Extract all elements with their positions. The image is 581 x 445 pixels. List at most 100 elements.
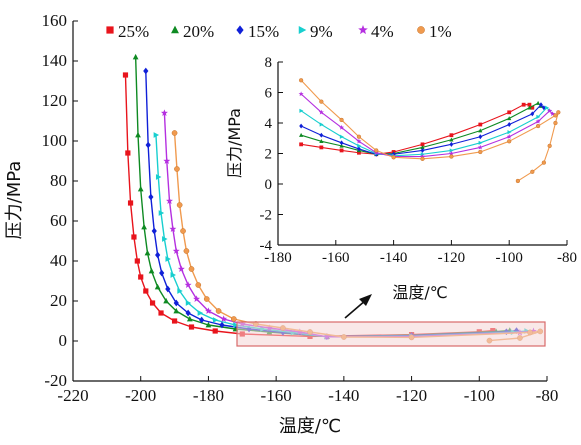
data-point [197, 310, 204, 316]
y-tick-label: 20 [50, 291, 67, 310]
data-point [215, 308, 222, 314]
data-point [521, 102, 526, 107]
legend-marker [171, 25, 179, 34]
data-point [339, 148, 344, 153]
data-point [449, 141, 454, 147]
series-line [300, 102, 542, 155]
series-line [134, 56, 510, 338]
data-point [539, 102, 543, 108]
series-4% [160, 109, 537, 340]
inset-series-group [298, 78, 561, 184]
data-point [536, 114, 541, 119]
data-point [148, 267, 155, 274]
data-point [165, 256, 171, 262]
y-tick-label: 140 [42, 51, 68, 70]
data-point [339, 134, 344, 139]
data-point [550, 111, 556, 116]
data-point [535, 118, 541, 124]
zoom-region-box [236, 321, 546, 347]
data-point [173, 307, 180, 314]
data-point [158, 210, 165, 216]
y-tick-label: 0 [265, 177, 273, 193]
data-point [545, 105, 550, 110]
data-point [299, 123, 304, 129]
data-point [122, 72, 129, 78]
series-line [300, 107, 551, 157]
data-point [205, 321, 212, 328]
series-line [300, 79, 559, 182]
legend-marker [298, 26, 307, 34]
data-point [449, 133, 454, 138]
data-point [478, 122, 483, 127]
data-point [420, 145, 425, 150]
legend-label: 4% [371, 22, 394, 41]
legend-label: 20% [183, 22, 214, 41]
data-point [193, 295, 201, 302]
legend-marker [106, 26, 114, 34]
data-point [547, 108, 553, 113]
data-point [135, 131, 141, 138]
data-point [173, 299, 179, 307]
data-point [127, 200, 134, 206]
data-point [171, 318, 178, 324]
data-point [233, 322, 239, 328]
data-point [174, 166, 180, 172]
data-point [478, 140, 483, 145]
series-20% [132, 53, 513, 339]
data-point [212, 317, 219, 323]
data-point [357, 150, 361, 155]
main-y-axis-label: 压力/MPa [4, 161, 25, 240]
y-tick-label: 60 [50, 211, 67, 230]
data-point [184, 281, 192, 288]
data-point [155, 251, 161, 259]
x-tick-label: -160 [322, 250, 350, 266]
legend-label: 9% [310, 22, 333, 41]
inset-axes: -180 -160 -140 -120 -100 -80 -4 -2 0 2 4 6 8 [260, 55, 578, 266]
legend-label: 25% [118, 22, 149, 41]
y-tick-label: 160 [42, 11, 68, 30]
data-point [391, 155, 396, 160]
y-tick-label: 0 [59, 331, 68, 350]
y-tick-label: 100 [42, 131, 68, 150]
data-point [419, 153, 426, 159]
data-point [166, 197, 173, 204]
data-point [138, 274, 144, 280]
data-point [171, 130, 178, 136]
series-20% [299, 100, 544, 156]
data-point [449, 148, 454, 153]
main-axes: -220 -200 -180 -160 -140 -120 -100 -80-20020406… [42, 11, 559, 405]
data-point [172, 247, 180, 254]
data-point [195, 282, 202, 288]
x-tick-label: -120 [438, 250, 466, 266]
data-point [478, 128, 483, 133]
data-point [527, 102, 532, 107]
y-tick-label: 8 [265, 55, 273, 71]
data-point [131, 234, 137, 240]
legend: 25% 20% 15% 9% 4% 1% [106, 22, 452, 41]
data-point [357, 143, 362, 148]
data-point [176, 202, 183, 208]
data-point [535, 123, 541, 129]
data-point [188, 266, 195, 272]
data-point [339, 117, 344, 123]
y-tick-label: 2 [265, 147, 273, 163]
data-point [339, 143, 344, 148]
y-tick-label: -4 [260, 238, 273, 254]
data-point [141, 223, 147, 230]
data-point [530, 169, 535, 174]
x-tick-label: -140 [328, 386, 359, 405]
data-point [477, 144, 483, 150]
x-tick-label: -200 [125, 386, 156, 405]
data-point [374, 148, 379, 153]
legend-label: 1% [429, 22, 452, 41]
data-point [160, 109, 168, 116]
data-point [319, 145, 324, 150]
data-point [298, 78, 304, 83]
data-point [143, 67, 149, 75]
data-point [527, 105, 532, 110]
data-point [143, 288, 149, 294]
data-point [158, 310, 164, 316]
data-point [151, 227, 157, 235]
inset-x-axis-label: 温度/℃ [392, 283, 447, 302]
data-point [145, 141, 151, 149]
